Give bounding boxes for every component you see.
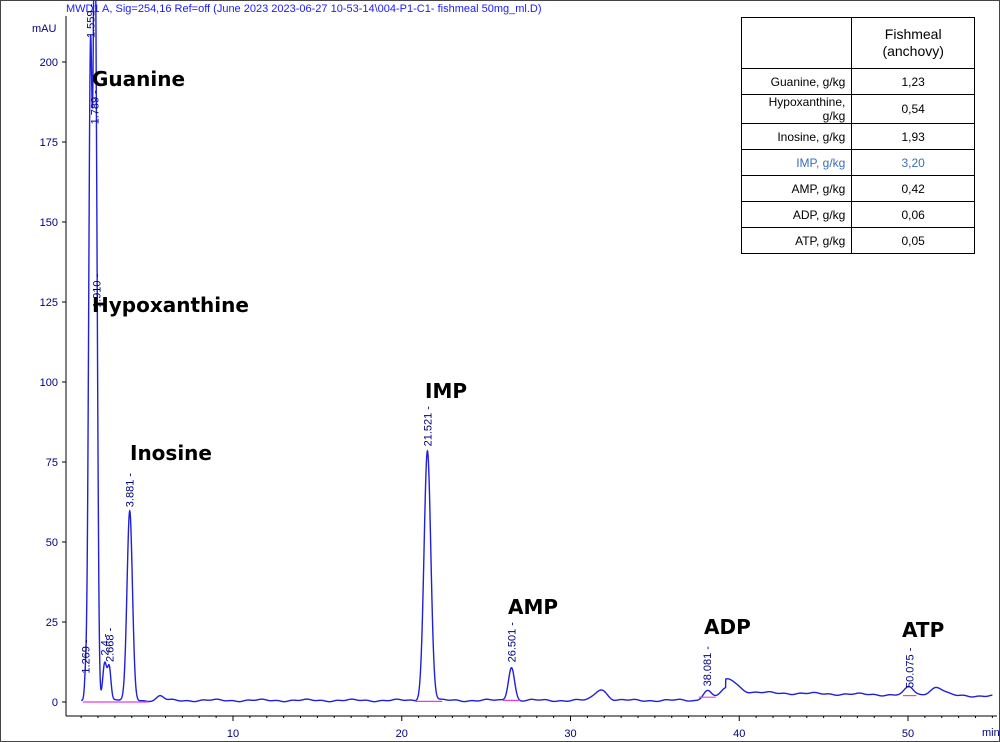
y-tick-label: 125: [40, 297, 58, 309]
x-unit-label: min: [982, 727, 1000, 739]
compound-label: Inosine: [130, 441, 212, 465]
x-tick-label: 10: [227, 728, 239, 740]
retention-time-label: 3.881 -: [125, 473, 137, 508]
retention-time-label: 2.4 -: [100, 633, 112, 655]
results-table: Fishmeal (anchovy) Guanine, g/kg 1,23 Hyp…: [740, 17, 975, 254]
compound-value: 0,54: [851, 94, 975, 124]
table-row: AMP, g/kg 0,42: [740, 175, 975, 202]
table-row: Hypoxanthine, g/kg 0,54: [740, 94, 975, 124]
y-tick-label: 150: [40, 217, 58, 229]
compound-value: 0,42: [851, 175, 975, 202]
x-tick-label: 40: [733, 728, 745, 740]
table-row-highlighted: IMP, g/kg 3,20: [740, 149, 975, 176]
retention-time-label: 38.081 -: [702, 646, 714, 687]
compound-label: AMP: [508, 595, 558, 619]
y-tick-label: 25: [46, 617, 58, 629]
x-tick-label: 50: [902, 728, 914, 740]
table-row: ATP, g/kg 0,05: [740, 227, 975, 254]
compound-value: 3,20: [851, 149, 975, 176]
y-tick-label: 75: [46, 457, 58, 469]
compound-label: ADP: [704, 615, 751, 639]
compound-label: Hypoxanthine: [92, 293, 249, 317]
table-header-row: Fishmeal (anchovy): [740, 17, 975, 69]
x-tick-label: 20: [396, 728, 408, 740]
x-tick-label: 30: [564, 728, 576, 740]
compound-name: Inosine, g/kg: [740, 123, 853, 150]
compound-value: 1,93: [851, 123, 975, 150]
y-tick-label: 0: [52, 697, 58, 709]
table-row: ADP, g/kg 0,06: [740, 201, 975, 228]
retention-time-label: 2.668 -: [104, 627, 116, 662]
y-tick-label: 50: [46, 537, 58, 549]
table-corner-cell: [740, 17, 853, 69]
retention-time-label: 1.910 -: [91, 273, 103, 308]
retention-time-label: 1.789 -: [89, 90, 101, 125]
axes: 0 25 50 75 100 125 150 175 200 10 20 30 40 50: [40, 16, 997, 740]
annotations: 1.269 - 1.559 - 1.789 - 1.910 - 2.4 -2.668 -…: [81, 3, 945, 688]
y-tick-label: 100: [40, 377, 58, 389]
compound-name: AMP, g/kg: [740, 175, 853, 202]
run-header: MWD1 A, Sig=254,16 Ref=off (June 2023 20…: [66, 3, 542, 15]
retention-time-label: 1.559 -: [86, 3, 98, 38]
compound-label: Guanine: [92, 67, 185, 91]
compound-label: ATP: [902, 618, 944, 642]
compound-name: ADP, g/kg: [740, 201, 853, 228]
y-tick-label: 200: [40, 57, 58, 69]
retention-time-label: 1.269 -: [81, 639, 93, 674]
compound-name: IMP, g/kg: [740, 149, 853, 176]
compound-value: 0,06: [851, 201, 975, 228]
plot-area: [81, 0, 993, 703]
compound-name: Guanine, g/kg: [740, 68, 853, 95]
compound-label: IMP: [425, 379, 467, 403]
table-row: Inosine, g/kg 1,93: [740, 123, 975, 150]
retention-time-label: 21.521 -: [422, 406, 434, 447]
retention-time-label: 26.501 -: [506, 622, 518, 663]
table-row: Guanine, g/kg 1,23: [740, 68, 975, 95]
compound-value: 1,23: [851, 68, 975, 95]
y-tick-label: 175: [40, 137, 58, 149]
compound-name: ATP, g/kg: [740, 227, 853, 254]
y-unit-label: mAU: [32, 23, 57, 35]
retention-time-label: 50.075 -: [904, 647, 916, 688]
signal-trace: [81, 0, 993, 703]
compound-name: Hypoxanthine, g/kg: [740, 94, 853, 124]
column-header: Fishmeal (anchovy): [851, 17, 975, 69]
compound-value: 0,05: [851, 227, 975, 254]
